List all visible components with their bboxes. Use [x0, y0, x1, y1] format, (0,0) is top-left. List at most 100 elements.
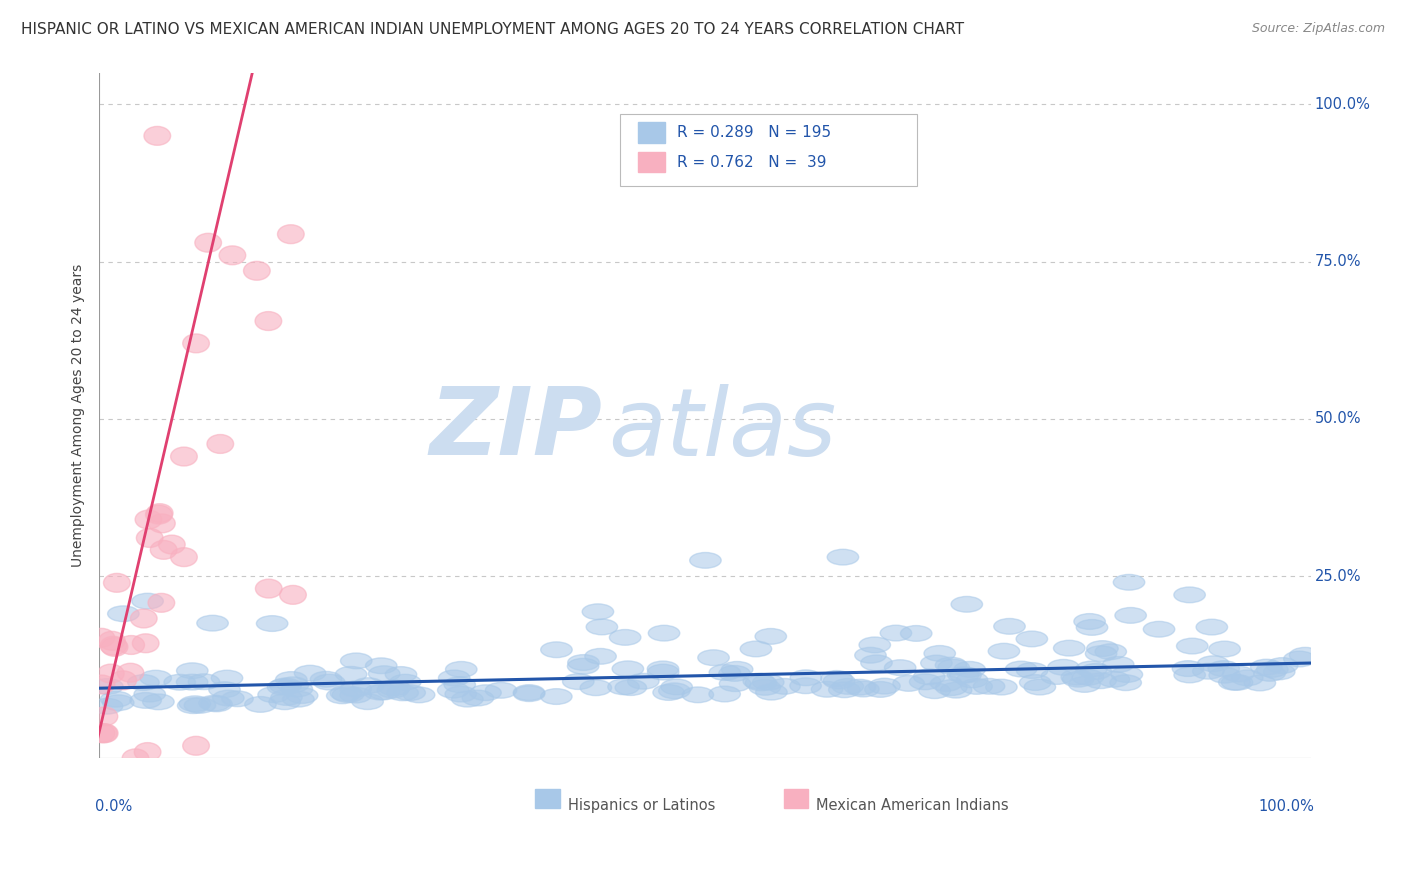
Ellipse shape: [211, 670, 243, 686]
Ellipse shape: [950, 597, 983, 612]
Ellipse shape: [1208, 661, 1240, 676]
Ellipse shape: [1244, 675, 1275, 690]
Ellipse shape: [378, 680, 411, 696]
Ellipse shape: [1109, 675, 1142, 690]
Ellipse shape: [647, 665, 679, 680]
Ellipse shape: [720, 676, 751, 691]
Ellipse shape: [97, 665, 124, 683]
Ellipse shape: [366, 658, 396, 673]
Ellipse shape: [900, 625, 932, 641]
Ellipse shape: [277, 225, 304, 244]
Ellipse shape: [287, 688, 318, 704]
Ellipse shape: [1019, 674, 1050, 690]
Ellipse shape: [122, 749, 149, 768]
Ellipse shape: [697, 650, 730, 665]
Ellipse shape: [404, 687, 434, 703]
Ellipse shape: [170, 548, 197, 566]
Ellipse shape: [148, 593, 174, 612]
Ellipse shape: [177, 663, 208, 679]
Ellipse shape: [183, 736, 209, 756]
Ellipse shape: [256, 579, 283, 598]
Ellipse shape: [1017, 631, 1047, 647]
Ellipse shape: [150, 541, 177, 559]
Ellipse shape: [581, 680, 612, 696]
Ellipse shape: [330, 685, 361, 701]
Ellipse shape: [941, 682, 972, 698]
Ellipse shape: [709, 686, 741, 702]
Text: 0.0%: 0.0%: [96, 799, 132, 814]
Ellipse shape: [134, 686, 166, 702]
Ellipse shape: [1192, 664, 1225, 679]
Ellipse shape: [1069, 677, 1101, 692]
Ellipse shape: [118, 636, 145, 655]
Ellipse shape: [1143, 622, 1175, 637]
Ellipse shape: [513, 686, 546, 701]
Ellipse shape: [614, 680, 647, 696]
Ellipse shape: [755, 629, 786, 644]
Ellipse shape: [283, 691, 314, 707]
Ellipse shape: [103, 695, 134, 711]
Ellipse shape: [1254, 665, 1285, 681]
Ellipse shape: [682, 687, 714, 703]
Ellipse shape: [332, 687, 364, 702]
Ellipse shape: [938, 659, 969, 675]
Ellipse shape: [647, 661, 679, 677]
Ellipse shape: [277, 677, 309, 692]
Ellipse shape: [143, 127, 170, 145]
Ellipse shape: [270, 678, 301, 694]
Ellipse shape: [1174, 587, 1205, 603]
FancyBboxPatch shape: [536, 789, 560, 807]
Ellipse shape: [1111, 666, 1143, 682]
Ellipse shape: [562, 673, 593, 690]
Ellipse shape: [149, 514, 176, 533]
Ellipse shape: [1222, 674, 1253, 690]
Ellipse shape: [385, 666, 416, 682]
Ellipse shape: [98, 632, 125, 650]
Ellipse shape: [1257, 662, 1288, 677]
Ellipse shape: [132, 593, 163, 609]
Ellipse shape: [586, 619, 617, 635]
Ellipse shape: [387, 685, 419, 701]
Ellipse shape: [463, 690, 494, 706]
Ellipse shape: [326, 688, 359, 704]
Ellipse shape: [184, 698, 215, 714]
Ellipse shape: [89, 628, 115, 648]
Ellipse shape: [1073, 670, 1104, 685]
Ellipse shape: [198, 695, 231, 711]
Ellipse shape: [183, 334, 209, 353]
Text: Hispanics or Latinos: Hispanics or Latinos: [568, 798, 716, 814]
FancyBboxPatch shape: [783, 789, 808, 807]
Ellipse shape: [745, 675, 776, 690]
Ellipse shape: [90, 723, 117, 743]
Ellipse shape: [131, 609, 157, 628]
Ellipse shape: [949, 667, 981, 683]
Ellipse shape: [141, 670, 172, 686]
Text: HISPANIC OR LATINO VS MEXICAN AMERICAN INDIAN UNEMPLOYMENT AMONG AGES 20 TO 24 Y: HISPANIC OR LATINO VS MEXICAN AMERICAN I…: [21, 22, 965, 37]
Ellipse shape: [921, 656, 952, 671]
Ellipse shape: [276, 672, 307, 688]
Ellipse shape: [627, 673, 659, 690]
Ellipse shape: [165, 674, 195, 690]
Ellipse shape: [718, 665, 751, 681]
Ellipse shape: [568, 658, 599, 674]
Ellipse shape: [1040, 669, 1073, 684]
Ellipse shape: [848, 681, 879, 697]
Ellipse shape: [790, 678, 821, 694]
Ellipse shape: [721, 662, 752, 677]
Ellipse shape: [1095, 644, 1126, 659]
Ellipse shape: [893, 675, 924, 691]
Ellipse shape: [245, 697, 276, 713]
Ellipse shape: [446, 662, 477, 677]
Ellipse shape: [1085, 673, 1116, 689]
Ellipse shape: [740, 641, 772, 657]
Ellipse shape: [541, 642, 572, 657]
Text: 100.0%: 100.0%: [1258, 799, 1315, 814]
Text: Source: ZipAtlas.com: Source: ZipAtlas.com: [1251, 22, 1385, 36]
Ellipse shape: [752, 674, 785, 690]
Ellipse shape: [91, 698, 122, 714]
Ellipse shape: [136, 529, 163, 548]
Ellipse shape: [340, 681, 371, 697]
Ellipse shape: [1114, 574, 1144, 591]
Ellipse shape: [368, 665, 399, 681]
Ellipse shape: [91, 707, 118, 726]
